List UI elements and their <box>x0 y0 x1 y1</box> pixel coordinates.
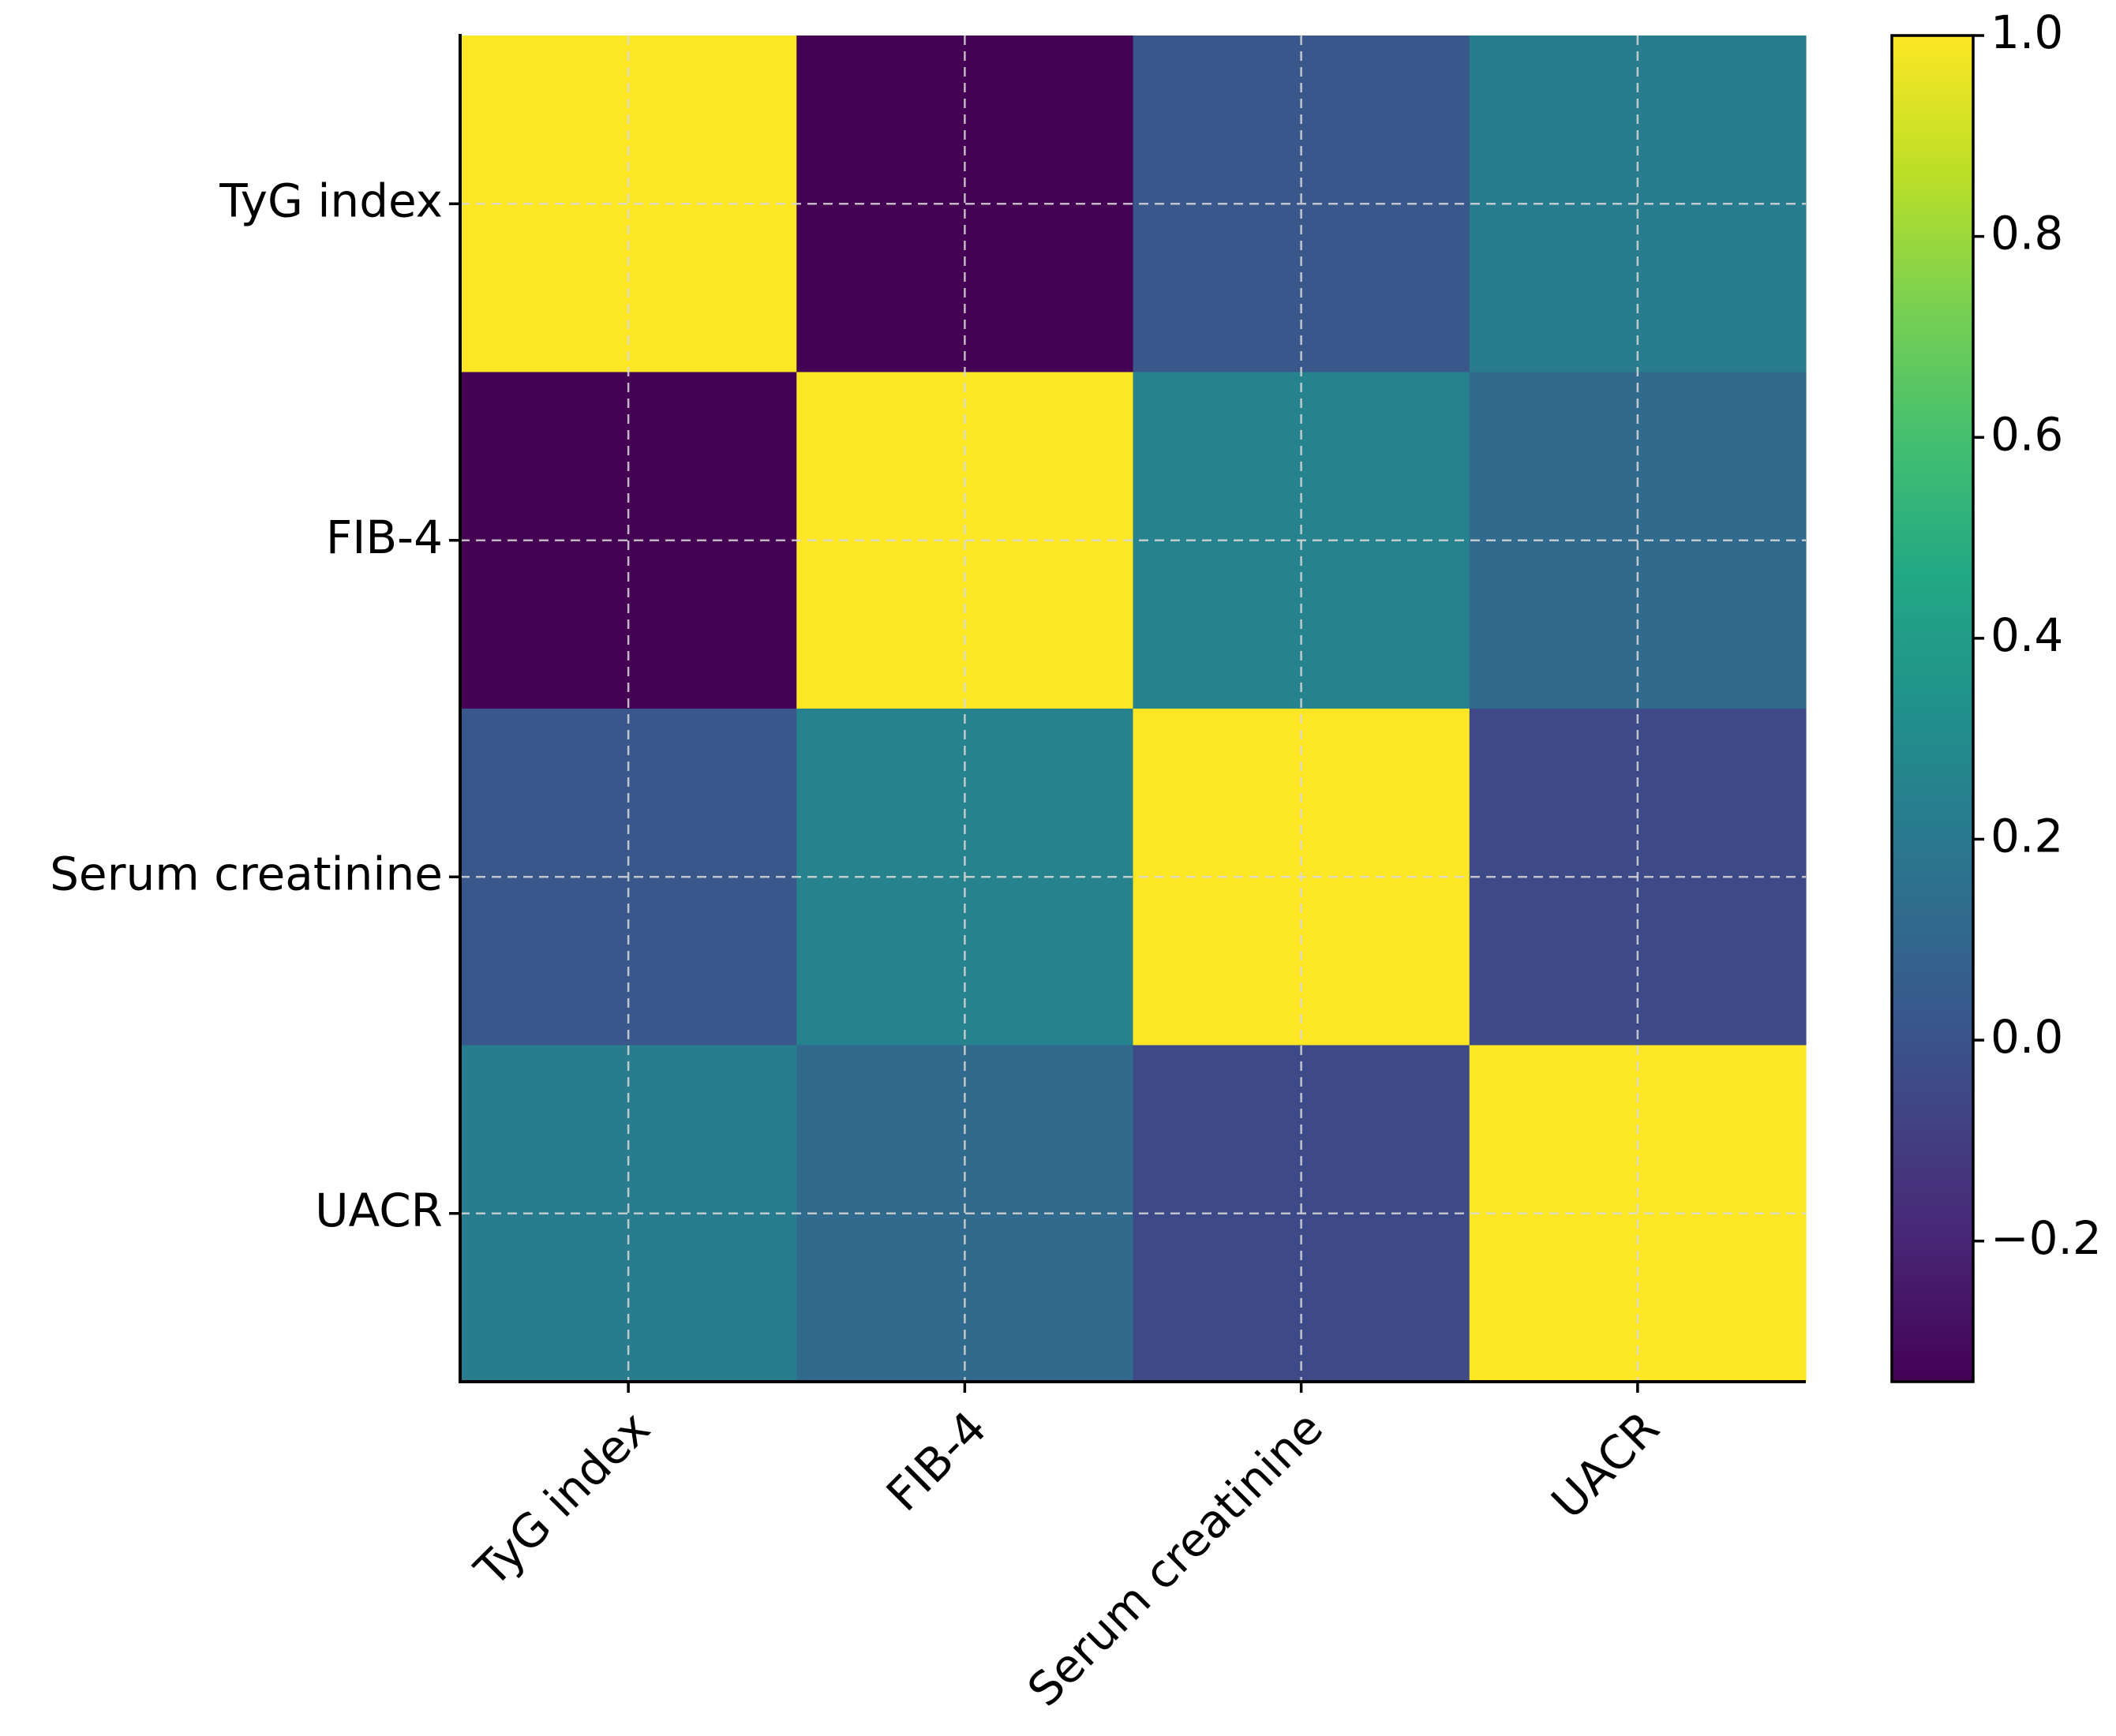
heatmap-axes <box>449 34 1806 1393</box>
y-tick-label-serum-creatinine: Serum creatinine <box>50 847 443 900</box>
colorbar-gradient <box>1892 36 1973 1382</box>
x-tick-label-serum-creatinine: Serum creatinine <box>1017 1401 1333 1716</box>
heatmap-cells <box>460 36 1807 1382</box>
x-tick-label-fib-4: FIB-4 <box>876 1401 997 1521</box>
colorbar-tick-label: 1.0 <box>1991 6 2063 59</box>
colorbar-frame <box>1890 34 1975 1383</box>
y-tick-label-fib-4: FIB-4 <box>326 511 443 564</box>
colorbar-tick-label: 0.8 <box>1991 207 2063 260</box>
grid-lines <box>460 36 1806 1382</box>
colorbar-tick-label: 0.0 <box>1991 1010 2063 1064</box>
x-tick-labels: TyG index FIB-4 Serum creatinine UACR <box>464 1401 1669 1716</box>
colorbar-tick-label: 0.2 <box>1991 810 2063 863</box>
colorbar-tick-label: 0.4 <box>1991 608 2063 662</box>
colorbar-tick-label: −0.2 <box>1991 1211 2102 1265</box>
colorbar-tick-label: 0.6 <box>1991 407 2063 461</box>
x-tick-label-tyg-index: TyG index <box>464 1401 661 1597</box>
y-tick-label-tyg-index: TyG index <box>219 174 443 227</box>
x-tick-label-uacr: UACR <box>1541 1401 1670 1529</box>
colorbar: 1.0 0.8 0.6 0.4 0.2 0.0 −0.2 <box>1890 6 2102 1383</box>
y-tick-label-uacr: UACR <box>315 1184 443 1237</box>
y-tick-labels: TyG index FIB-4 Serum creatinine UACR <box>50 174 443 1237</box>
